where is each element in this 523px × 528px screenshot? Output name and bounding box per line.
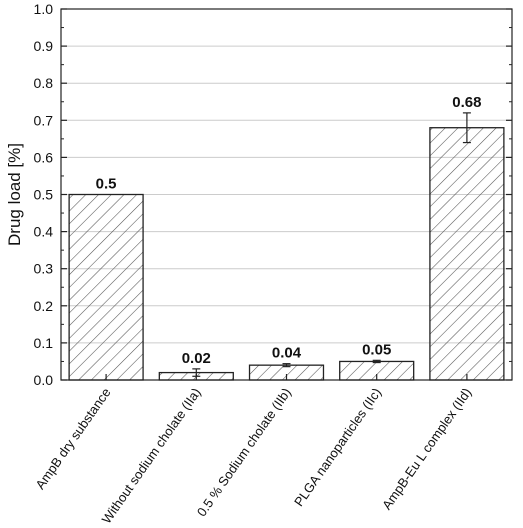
x-tick-label: 0.5 % Sodium cholate (IIb) (194, 385, 294, 519)
data-labels: 0.5 0.02 0.04 0.05 0.68 (96, 94, 482, 367)
data-label: 0.68 (452, 94, 481, 111)
x-tick-label: PLGA nanoparticles (IIc) (291, 385, 384, 509)
y-tick-label: 0.4 (34, 224, 54, 240)
y-tick-label: 0.9 (34, 38, 54, 54)
data-label: 0.02 (182, 350, 211, 367)
data-label: 0.05 (362, 341, 391, 358)
x-tick-label: AmpB-Eu L complex (IId) (379, 385, 474, 512)
y-tick-label: 0.7 (34, 112, 54, 128)
y-tick-label: 1.0 (34, 1, 54, 17)
y-tick-label: 0.3 (34, 261, 54, 277)
y-tick-label: 0.6 (34, 149, 54, 165)
x-tick-label: Without sodium cholate (IIa) (99, 385, 204, 526)
x-tick-label: AmpB dry substance (32, 385, 113, 492)
y-tick-label: 0.8 (34, 75, 54, 91)
y-tick-label: 0.2 (34, 298, 54, 314)
bars (68, 112, 505, 381)
y-tick-label: 0.1 (34, 335, 54, 351)
bar (68, 193, 144, 381)
y-axis-title: Drug load [%] (5, 143, 24, 246)
y-axis: 0.0 0.1 0.2 0.3 0.4 0.5 0.6 0.7 0.8 0.9 1.0 (34, 1, 512, 388)
bar (429, 127, 505, 381)
data-label: 0.5 (96, 176, 117, 193)
y-tick-label: 0.0 (34, 372, 54, 388)
data-label: 0.04 (272, 345, 302, 362)
y-tick-label: 0.5 (34, 187, 54, 203)
